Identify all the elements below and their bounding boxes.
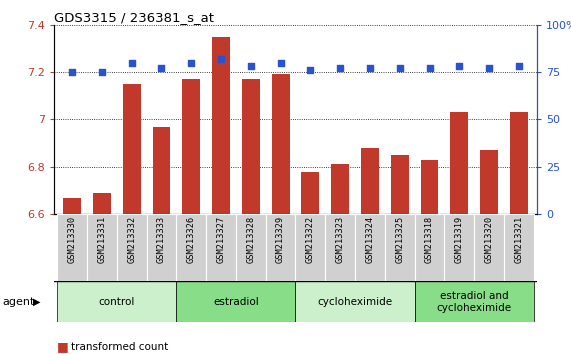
Bar	[451, 112, 468, 214]
Text: GSM213318: GSM213318	[425, 216, 434, 263]
Bar	[296, 214, 325, 281]
Point	[67, 69, 77, 75]
Bar	[123, 84, 140, 214]
Bar	[176, 214, 206, 281]
Point	[455, 64, 464, 69]
Bar	[147, 214, 176, 281]
Bar	[57, 281, 176, 322]
Text: GSM213320: GSM213320	[485, 216, 493, 263]
Text: GSM213329: GSM213329	[276, 216, 285, 263]
Point	[485, 65, 494, 71]
Text: agent: agent	[3, 297, 35, 307]
Bar	[242, 79, 260, 214]
Text: GDS3315 / 236381_s_at: GDS3315 / 236381_s_at	[54, 11, 214, 24]
Bar	[266, 214, 296, 281]
Bar	[176, 281, 296, 322]
Text: GSM213327: GSM213327	[216, 216, 226, 263]
Bar	[206, 214, 236, 281]
Text: transformed count: transformed count	[71, 342, 168, 352]
Text: GSM213319: GSM213319	[455, 216, 464, 263]
Text: estradiol: estradiol	[213, 297, 259, 307]
Text: GSM213321: GSM213321	[514, 216, 524, 263]
Bar	[212, 36, 230, 214]
Bar	[296, 281, 415, 322]
Point	[157, 65, 166, 71]
Point	[127, 60, 136, 65]
Text: GSM213330: GSM213330	[67, 216, 77, 263]
Bar	[385, 214, 415, 281]
Bar	[331, 165, 349, 214]
Text: ▶: ▶	[33, 297, 41, 307]
Bar	[301, 172, 319, 214]
Point	[395, 65, 404, 71]
Text: GSM213332: GSM213332	[127, 216, 136, 263]
Text: GSM213333: GSM213333	[157, 216, 166, 263]
Bar	[325, 214, 355, 281]
Point	[365, 65, 375, 71]
Point	[425, 65, 434, 71]
Bar	[510, 112, 528, 214]
Point	[187, 60, 196, 65]
Bar	[415, 281, 534, 322]
Text: GSM213328: GSM213328	[246, 216, 255, 263]
Text: GSM213324: GSM213324	[365, 216, 375, 263]
Point	[306, 67, 315, 73]
Bar	[474, 214, 504, 281]
Bar	[391, 155, 409, 214]
Text: estradiol and
cycloheximide: estradiol and cycloheximide	[437, 291, 512, 313]
Bar	[415, 214, 444, 281]
Bar	[152, 127, 170, 214]
Bar	[93, 193, 111, 214]
Text: GSM213325: GSM213325	[395, 216, 404, 263]
Bar	[87, 214, 117, 281]
Point	[514, 64, 524, 69]
Text: cycloheximide: cycloheximide	[317, 297, 393, 307]
Text: GSM213326: GSM213326	[187, 216, 196, 263]
Bar	[355, 214, 385, 281]
Bar	[504, 214, 534, 281]
Bar	[444, 214, 474, 281]
Text: GSM213322: GSM213322	[306, 216, 315, 263]
Text: GSM213323: GSM213323	[336, 216, 345, 263]
Bar	[63, 198, 81, 214]
Point	[276, 60, 285, 65]
Bar	[117, 214, 147, 281]
Bar	[272, 74, 289, 214]
Text: control: control	[99, 297, 135, 307]
Point	[336, 65, 345, 71]
Point	[246, 64, 255, 69]
Bar	[236, 214, 266, 281]
Bar	[182, 79, 200, 214]
Text: GSM213331: GSM213331	[98, 216, 106, 263]
Bar	[480, 150, 498, 214]
Bar	[361, 148, 379, 214]
Bar	[421, 160, 439, 214]
Point	[216, 56, 226, 62]
Bar	[57, 214, 87, 281]
Text: ■: ■	[57, 341, 69, 353]
Point	[97, 69, 106, 75]
